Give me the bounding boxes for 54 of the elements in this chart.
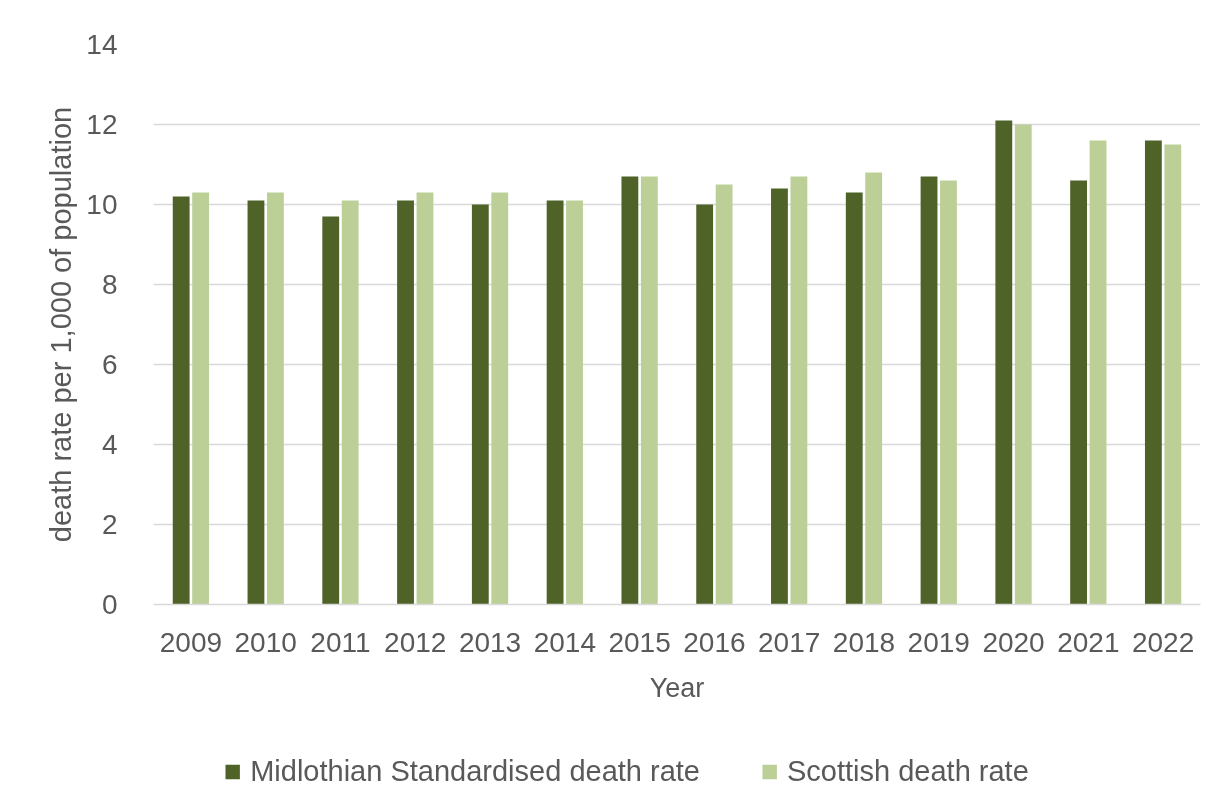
bar	[865, 172, 883, 605]
x-tick-label: 2016	[683, 626, 746, 658]
bar	[546, 200, 564, 605]
x-tick-label: 2011	[310, 626, 371, 658]
bar	[172, 196, 190, 605]
bar	[471, 204, 489, 605]
x-tick-label: 2013	[458, 626, 522, 658]
bar	[940, 180, 957, 605]
bar	[397, 200, 414, 605]
bar	[1144, 140, 1162, 605]
x-tick-label: 2019	[907, 626, 970, 658]
legend-label: Scottish death rate	[786, 754, 1029, 788]
x-tick-label: 2012	[384, 626, 447, 658]
x-tick-label: 2022	[1131, 626, 1195, 658]
bar	[920, 176, 938, 605]
x-tick-label: 2017	[758, 626, 821, 658]
y-tick-label: 2	[101, 509, 118, 540]
bar	[1014, 124, 1032, 605]
x-tick-label: 2010	[234, 626, 297, 658]
bar	[247, 200, 265, 605]
bar	[266, 192, 284, 605]
bar	[696, 204, 714, 605]
y-axis-title: death rate per 1,000 of population	[45, 106, 78, 543]
bar	[845, 192, 863, 605]
y-tick-label: 14	[86, 29, 118, 60]
bar	[1164, 144, 1182, 605]
x-tick-label: 2021	[1057, 626, 1120, 658]
bar	[1070, 180, 1088, 605]
x-tick-label: 2015	[608, 626, 671, 658]
x-tick-label: 2020	[982, 626, 1045, 658]
bar	[640, 176, 658, 605]
bar	[416, 192, 434, 605]
y-tick-label: 6	[101, 349, 118, 380]
y-tick-label: 10	[86, 189, 118, 220]
x-tick-label: 2009	[159, 626, 223, 658]
bar	[491, 192, 509, 605]
bar	[322, 216, 340, 605]
y-tick-label: 4	[101, 429, 118, 460]
y-tick-label: 8	[101, 269, 118, 300]
y-tick-label: 12	[86, 109, 118, 140]
x-axis-title: Year	[649, 672, 705, 703]
bar	[771, 188, 788, 605]
y-tick-label: 0	[101, 589, 118, 620]
bar	[1089, 140, 1107, 605]
bar	[995, 120, 1013, 605]
bar	[621, 176, 639, 605]
bar	[715, 184, 733, 605]
bar	[341, 200, 359, 605]
bar	[192, 192, 210, 605]
x-tick-label: 2014	[533, 626, 596, 658]
bar	[566, 200, 583, 605]
bar	[790, 176, 808, 605]
x-tick-label: 2018	[832, 626, 896, 658]
legend-label: Midlothian Standardised death rate	[250, 754, 700, 788]
